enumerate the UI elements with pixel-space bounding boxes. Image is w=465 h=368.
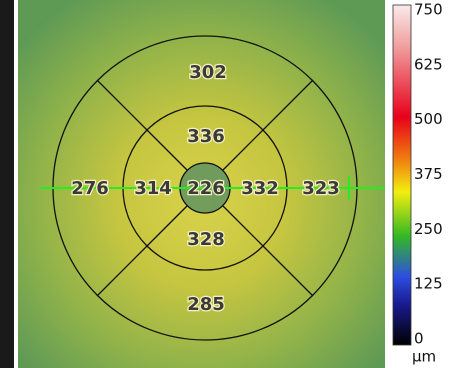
- inner-inferior: 328: [187, 229, 225, 250]
- outer-superior: 302: [189, 62, 227, 83]
- scale-tick-label: 0: [414, 330, 424, 348]
- scale-tick-label: 500: [414, 110, 443, 128]
- center: 226: [187, 178, 225, 199]
- outer-temporal: 276: [71, 178, 109, 199]
- scale-tick-label: 375: [414, 165, 443, 183]
- scale-tick-label: 250: [414, 220, 443, 238]
- outer-inferior: 285: [187, 294, 225, 315]
- inner-temporal: 314: [134, 178, 172, 199]
- scale-tick-label: 625: [414, 55, 443, 73]
- inner-superior: 336: [187, 126, 225, 147]
- color-bar: [393, 5, 411, 345]
- unit-label: µm: [412, 348, 436, 366]
- outer-nasal: 323: [302, 178, 340, 199]
- scale-tick-label: 750: [414, 1, 443, 19]
- screen: 302 336 226 332 323 314 276 328 285 750 6…: [0, 0, 465, 368]
- scale-tick-label: 125: [414, 275, 443, 293]
- inner-nasal: 332: [241, 178, 279, 199]
- side-strip: [0, 0, 14, 368]
- color-scale-ticks: 750 625 500 375 250 125 0: [414, 1, 443, 348]
